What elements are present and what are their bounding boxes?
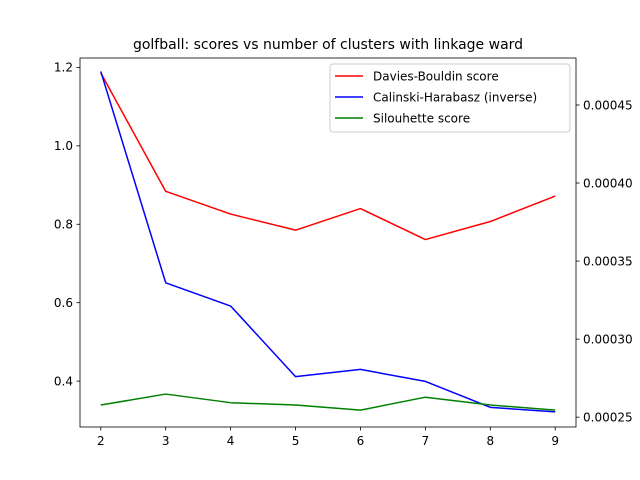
x-tick-label-4: 5 xyxy=(292,434,300,448)
x-tick-label-7: 8 xyxy=(486,434,494,448)
left-y-tick-label-1: 0.4 xyxy=(54,374,73,388)
right-y-tick-label-2: 0.00030 xyxy=(583,332,633,346)
legend-label-2: Calinski-Harabasz (inverse) xyxy=(373,90,537,104)
legend: Davies-Bouldin score Calinski-Harabasz (i… xyxy=(329,63,571,133)
x-tick-label-1: 2 xyxy=(97,434,105,448)
axes-frame xyxy=(79,57,577,428)
right-y-tick-label-1: 0.00025 xyxy=(583,410,633,424)
right-y-tick-label-3: 0.00035 xyxy=(583,254,633,268)
legend-label-1: Davies-Bouldin score xyxy=(373,69,499,83)
right-y-tick-label-4: 0.00040 xyxy=(583,176,633,190)
x-tick-label-8: 9 xyxy=(551,434,559,448)
left-y-tick-label-5: 1.2 xyxy=(54,61,73,75)
x-tick-label-2: 3 xyxy=(162,434,170,448)
x-tick-label-3: 4 xyxy=(227,434,235,448)
axes: 2 3 4 5 6 7 8 9 0.4 0.6 0.8 1.0 1.2 0.00025 0.00030 0.0… xyxy=(54,57,633,448)
right-y-tick-label-5: 0.00045 xyxy=(583,98,633,112)
x-tick-label-5: 6 xyxy=(357,434,365,448)
left-y-tick-label-4: 1.0 xyxy=(54,139,73,153)
plot-area xyxy=(100,71,556,413)
legend-box xyxy=(329,63,571,133)
series-line-1 xyxy=(100,72,556,241)
series-line-3 xyxy=(100,393,556,411)
x-tick-label-6: 7 xyxy=(422,434,430,448)
left-y-tick-label-2: 0.6 xyxy=(54,296,73,310)
legend-label-3: Silouhette score xyxy=(373,111,470,125)
left-y-tick-label-3: 0.8 xyxy=(54,218,73,232)
chart-title: golfball: scores vs number of clusters w… xyxy=(133,37,523,53)
